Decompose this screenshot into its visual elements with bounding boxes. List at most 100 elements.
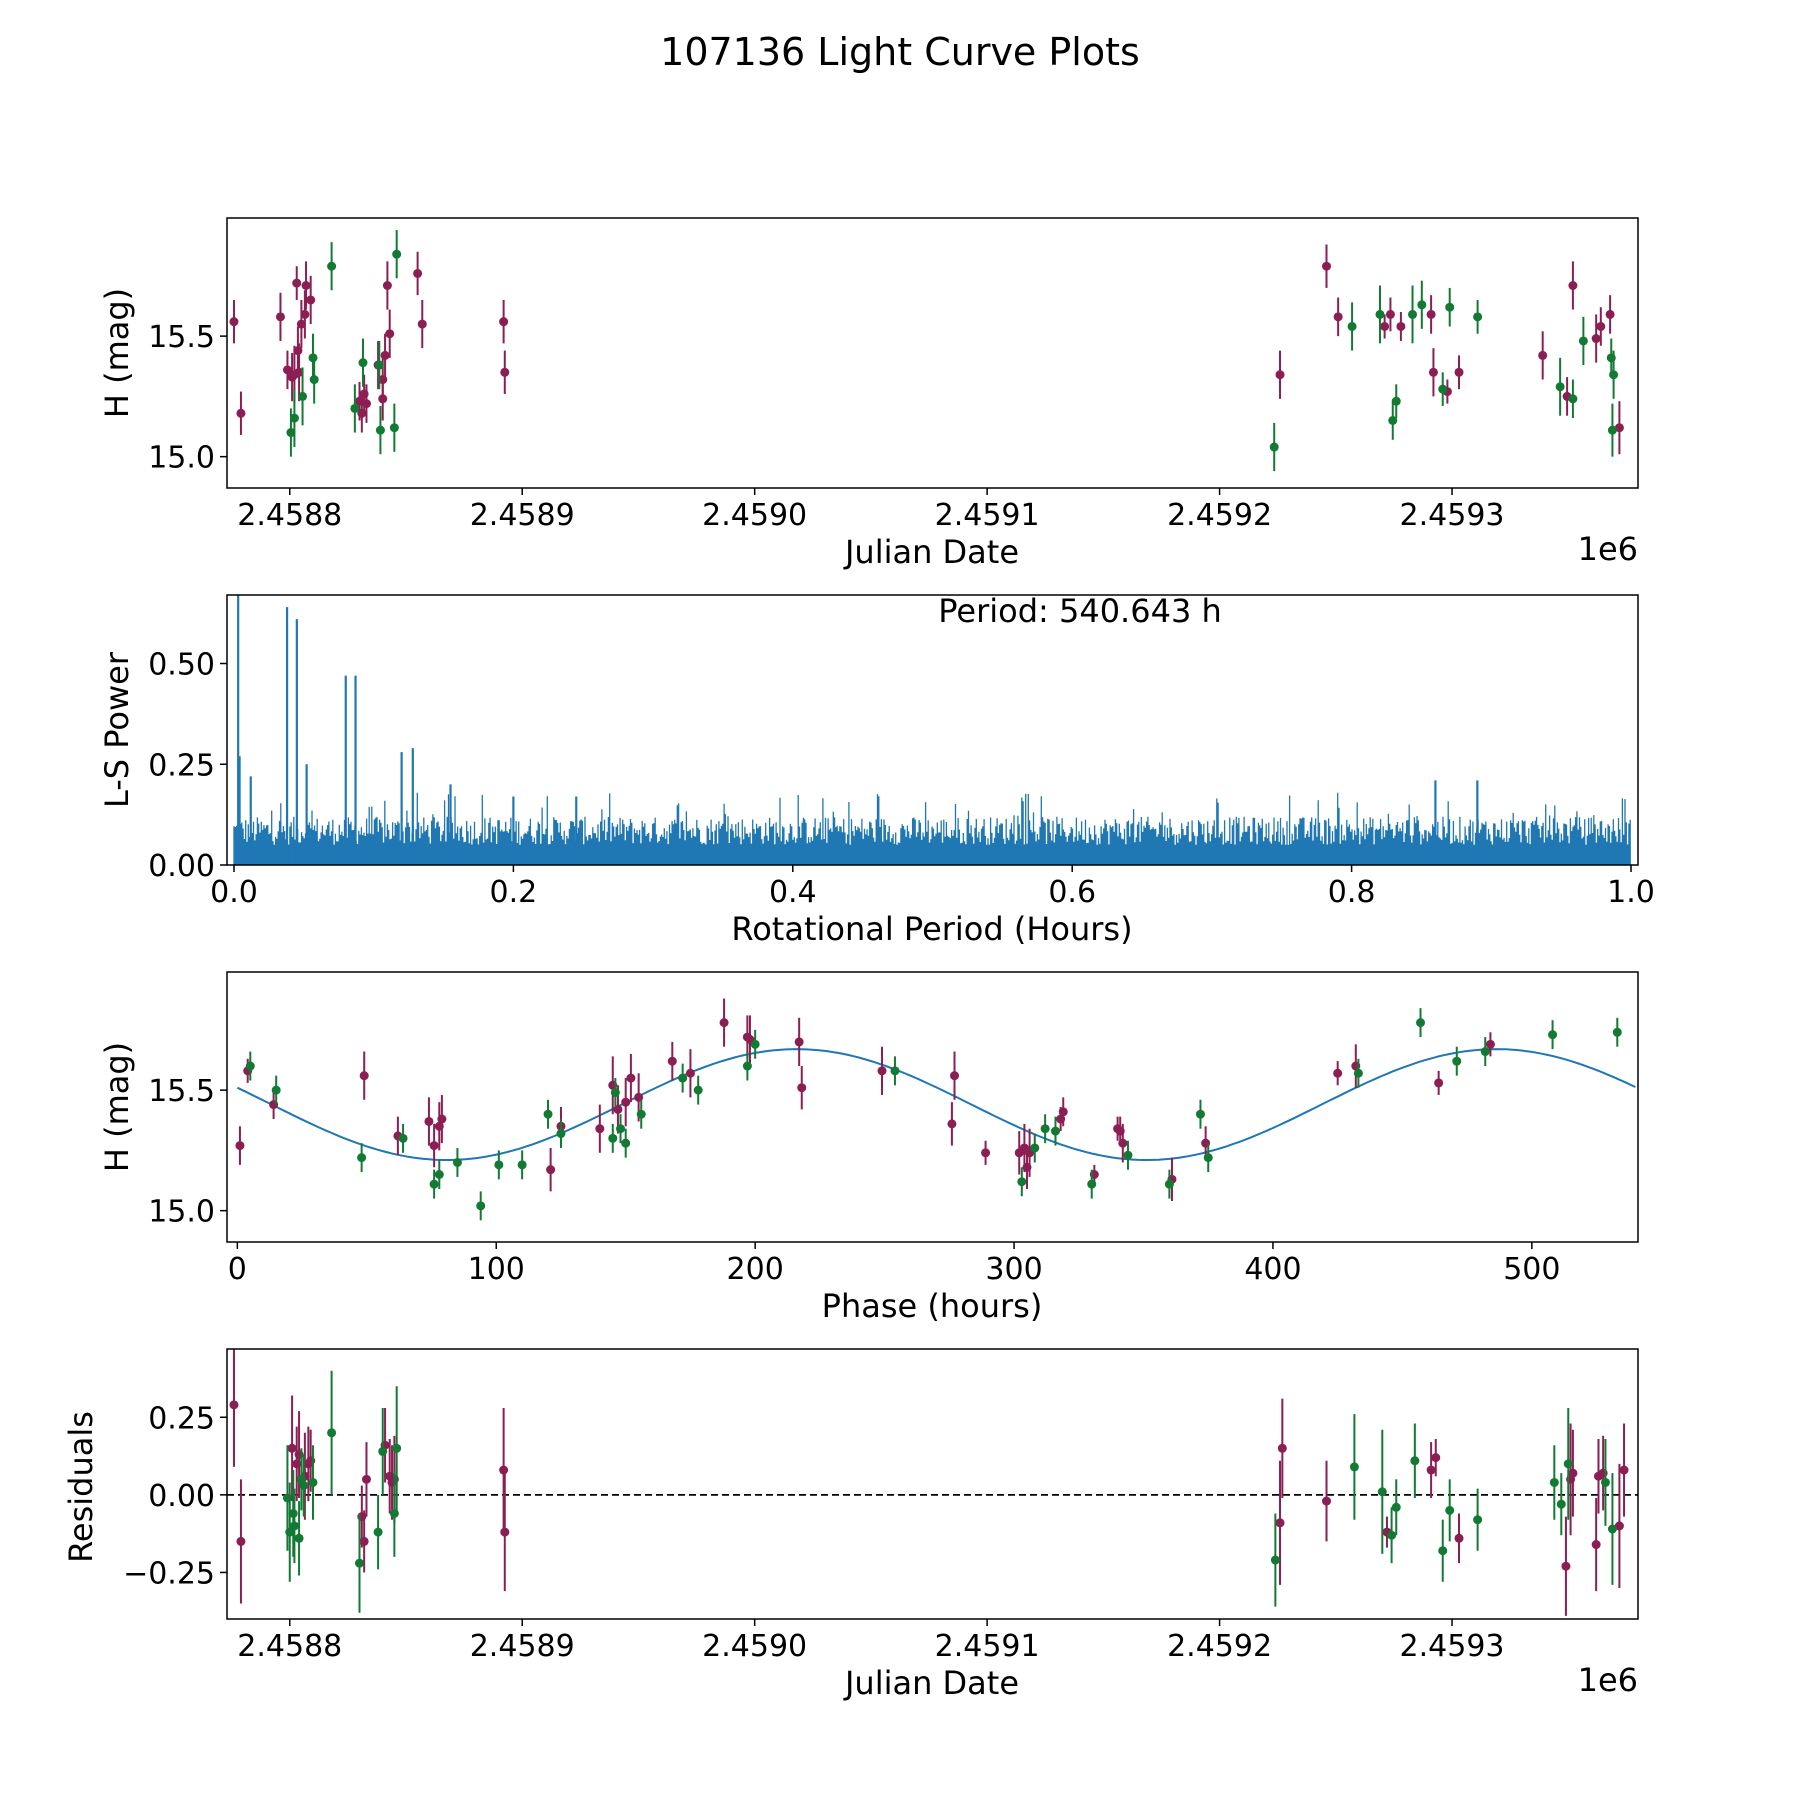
data-point	[1040, 1124, 1050, 1134]
x-tick-label: 1.0	[1607, 875, 1655, 910]
data-point	[1445, 1505, 1455, 1515]
data-point	[1058, 1107, 1068, 1117]
residuals-frame	[226, 1348, 1639, 1620]
x-tick-label: 500	[1503, 1252, 1560, 1287]
data-point	[1556, 1499, 1566, 1509]
data-point	[556, 1129, 566, 1139]
data-point	[1322, 1496, 1332, 1506]
y-tick-label: 15.0	[148, 441, 215, 476]
data-point	[1269, 442, 1279, 452]
data-point	[292, 278, 302, 288]
data-point	[1195, 1109, 1205, 1119]
data-point	[1619, 1465, 1629, 1475]
data-point	[327, 1428, 337, 1438]
x-tick-label: 2.4593	[1400, 1629, 1505, 1664]
data-point	[1614, 423, 1624, 433]
data-point	[1426, 309, 1436, 319]
data-point	[499, 1465, 509, 1475]
data-point	[499, 317, 509, 327]
x-tick-label: 2.4588	[237, 1629, 342, 1664]
data-point	[543, 1109, 553, 1119]
data-point	[359, 1536, 369, 1546]
x-tick-label: 2.4591	[935, 498, 1040, 533]
data-point	[1596, 321, 1606, 331]
data-point	[1333, 312, 1343, 322]
data-point	[616, 1124, 626, 1134]
x-tick-label: 2.4589	[470, 1629, 575, 1664]
data-point	[610, 1088, 620, 1098]
data-point	[1480, 1047, 1490, 1057]
data-point	[300, 309, 310, 319]
data-point	[1452, 1056, 1462, 1066]
data-point	[392, 1443, 402, 1453]
data-point	[235, 1141, 245, 1151]
data-point	[1561, 1561, 1571, 1571]
data-point	[309, 375, 319, 385]
data-point	[413, 268, 423, 278]
data-point	[750, 1039, 760, 1049]
data-point	[288, 1508, 298, 1518]
data-point	[1568, 1468, 1578, 1478]
data-point	[429, 1141, 439, 1151]
data-point	[1416, 1018, 1426, 1028]
data-point	[797, 1083, 807, 1093]
x-tick-label: 0.2	[490, 875, 538, 910]
data-point	[389, 423, 399, 433]
data-point	[1473, 312, 1483, 322]
lightcurve-ylabel: H (mag)	[98, 288, 136, 418]
data-point	[1385, 309, 1395, 319]
y-tick-label: 0.25	[148, 748, 215, 783]
data-point	[1391, 1502, 1401, 1512]
periodogram-frame	[226, 594, 1639, 866]
data-point	[1548, 1030, 1558, 1040]
data-point	[361, 399, 371, 409]
data-point	[1438, 384, 1448, 394]
data-point	[621, 1097, 631, 1107]
data-point	[667, 1056, 677, 1066]
data-point	[292, 1459, 302, 1469]
data-point	[1388, 416, 1398, 425]
data-point	[794, 1037, 804, 1047]
data-point	[437, 1114, 447, 1124]
data-point	[546, 1165, 556, 1175]
data-point	[1607, 1524, 1617, 1534]
data-point	[378, 394, 388, 404]
data-point	[1030, 1143, 1040, 1153]
x-tick-label: 2.4592	[1167, 1629, 1272, 1664]
data-point	[1377, 1487, 1387, 1497]
periodogram-marks	[233, 595, 1631, 865]
data-point	[282, 365, 292, 375]
y-tick-label: 0.50	[148, 648, 215, 683]
data-point	[1445, 302, 1455, 312]
data-point	[375, 425, 385, 435]
data-point	[308, 1477, 318, 1487]
data-point	[271, 1085, 281, 1095]
data-point	[1277, 1443, 1287, 1453]
data-point	[621, 1138, 631, 1148]
data-point	[1417, 300, 1427, 310]
residuals-xlabel: Julian Date	[843, 1664, 1019, 1702]
data-point	[1607, 425, 1617, 435]
data-point	[1123, 1150, 1133, 1160]
data-point	[636, 1109, 646, 1119]
data-point	[1275, 370, 1285, 380]
data-point	[950, 1071, 960, 1081]
data-point	[1387, 1530, 1397, 1540]
data-point	[877, 1066, 887, 1076]
data-point	[634, 1092, 644, 1102]
data-point	[500, 367, 510, 377]
data-point	[286, 428, 296, 438]
data-point	[1591, 334, 1601, 344]
data-point	[595, 1124, 605, 1134]
phased-marks	[235, 998, 1636, 1221]
data-point	[385, 329, 395, 339]
data-point	[685, 1068, 695, 1078]
data-point	[359, 1071, 369, 1081]
data-point	[358, 358, 368, 368]
data-point	[374, 360, 384, 370]
x-tick-label: 2.4590	[702, 498, 807, 533]
data-point	[1391, 396, 1401, 406]
lightcurve-xlabel: Julian Date	[843, 533, 1019, 571]
